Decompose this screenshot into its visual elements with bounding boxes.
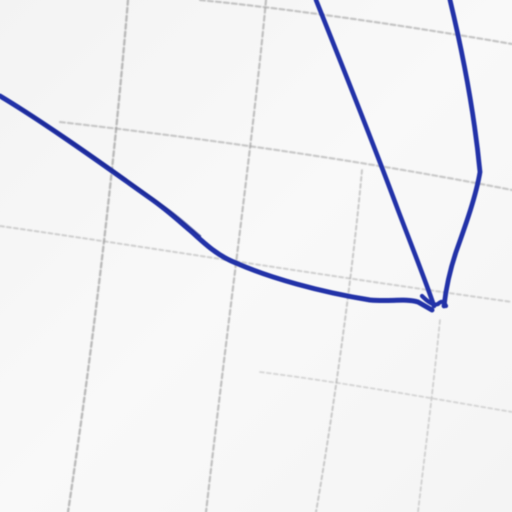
- grid-line: [205, 0, 267, 512]
- grid-line: [315, 169, 363, 512]
- grid-line: [259, 371, 512, 413]
- grid-line: [66, 0, 130, 512]
- grid-line: [417, 319, 441, 512]
- ink-stroke: [441, 0, 483, 309]
- ink-stroke: [419, 293, 449, 309]
- ink-strokes: [0, 0, 483, 313]
- grid-line: [59, 121, 512, 191]
- grid-line: [199, 0, 512, 45]
- ink-stroke: [313, 0, 437, 309]
- ink-stroke: [18, 106, 202, 238]
